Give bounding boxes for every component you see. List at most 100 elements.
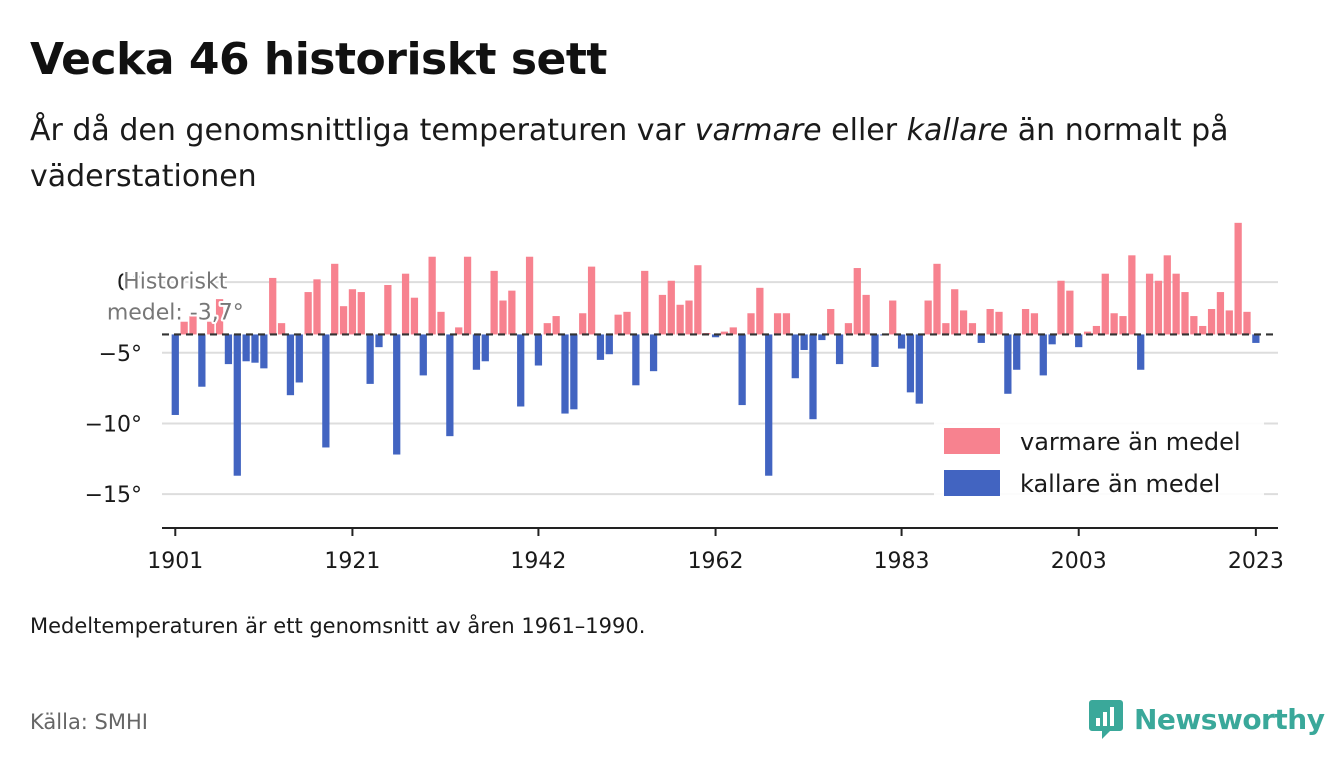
bar-warm <box>269 277 277 335</box>
bar-warm <box>889 300 897 335</box>
axes: 0° −5° −10° −15° 1901 1921 1942 1962 1983 2003 202… <box>85 271 1284 574</box>
bar-warm <box>357 292 365 335</box>
legend-swatch <box>944 470 1000 496</box>
bar-warm <box>277 323 286 335</box>
bar-warm <box>384 284 392 335</box>
bar-warm <box>1030 313 1039 335</box>
bar-warm <box>667 280 675 335</box>
bar-warm <box>844 323 853 335</box>
bar-warm <box>1181 292 1189 335</box>
bar-warm <box>1021 309 1030 335</box>
bar-warm <box>1110 313 1118 335</box>
mean-annotation-line-1: Historiskt <box>123 269 228 294</box>
page-title: Vecka 46 historiskt sett <box>30 34 607 85</box>
bar-warm <box>623 311 631 335</box>
x-tick-label: 1901 <box>147 549 203 574</box>
bar-warm <box>1207 309 1216 335</box>
x-tick-label: 1983 <box>874 549 930 574</box>
bar-warm <box>463 256 472 335</box>
bar-warm <box>313 279 321 335</box>
bar-cold <box>809 334 817 420</box>
subtitle-text-2: eller <box>821 113 907 148</box>
bar-warm <box>720 331 729 335</box>
bar-cold <box>561 334 569 414</box>
bar-cold <box>419 334 427 376</box>
bar-cold <box>649 334 658 372</box>
bar-cold <box>171 334 179 415</box>
bar-warm <box>694 265 702 335</box>
newsworthy-logo-icon <box>1089 700 1123 739</box>
bar-warm <box>1225 310 1233 335</box>
bar-warm <box>1190 316 1198 335</box>
y-tick-label: −5° <box>99 342 142 367</box>
legend-label: kallare än medel <box>1020 470 1220 498</box>
bar-warm <box>348 289 357 335</box>
bar-cold <box>286 334 295 396</box>
bar-warm <box>959 310 968 335</box>
bar-cold <box>906 334 915 393</box>
bar-warm <box>543 323 551 335</box>
bar-warm <box>924 300 932 335</box>
bar-warm <box>951 289 959 335</box>
bar-warm <box>658 294 667 335</box>
bar-warm <box>508 290 516 335</box>
bar-warm <box>1092 325 1101 335</box>
bar-warm <box>995 311 1003 335</box>
bar-cold <box>835 334 844 365</box>
y-tick-label: 0° <box>117 271 142 296</box>
bar-cold <box>393 334 401 455</box>
bar-warm <box>853 268 861 335</box>
bar-warm <box>685 300 693 335</box>
bar-cold <box>260 334 268 369</box>
bar-warm <box>933 263 941 335</box>
bar-cold <box>1004 334 1012 394</box>
bar-cold <box>1137 334 1145 370</box>
bar-warm <box>1057 280 1065 335</box>
bar-cold <box>765 334 773 476</box>
bar-warm <box>968 323 977 335</box>
bar-warm <box>304 292 312 335</box>
y-tick-label: −10° <box>85 412 142 437</box>
bar-cold <box>605 334 613 355</box>
source-text: Källa: SMHI <box>30 710 148 734</box>
bar-warm <box>428 256 436 335</box>
bar-warm <box>1154 280 1163 335</box>
bar-warm <box>215 299 224 335</box>
bar-cold <box>1252 334 1260 343</box>
bar-cold <box>224 334 233 365</box>
bar-cold <box>534 334 543 366</box>
bar-warm <box>756 287 764 335</box>
bar-warm <box>552 316 560 335</box>
bar-warm <box>614 314 622 335</box>
bar-cold <box>322 334 330 448</box>
subtitle-emphasis-warmer: varmare <box>694 113 822 148</box>
bar-warm <box>747 313 755 335</box>
x-tick-label: 1942 <box>510 549 566 574</box>
bar-cold <box>375 334 383 348</box>
bar-cold <box>871 334 879 367</box>
bar-cold <box>233 334 241 476</box>
legend-label: varmare än medel <box>1020 428 1241 456</box>
brand-logo[interactable]: Newsworthy <box>1088 697 1325 741</box>
bar-cold <box>915 334 923 404</box>
bar-cold <box>295 334 303 383</box>
legend-swatch <box>944 428 1000 454</box>
bar-cold <box>251 334 259 363</box>
bar-warm <box>499 300 507 335</box>
bar-cold <box>596 334 605 360</box>
bar-cold <box>791 334 799 379</box>
bar-warm <box>1066 290 1074 335</box>
x-tick-label: 2023 <box>1228 549 1284 574</box>
bar-warm <box>1163 255 1171 335</box>
bar-chart: 0° −5° −10° −15° 1901 1921 1942 1962 1983 2003 202… <box>85 222 1284 574</box>
bar-warm <box>676 304 684 335</box>
bar-warm <box>207 321 215 335</box>
x-tick-label: 1921 <box>324 549 380 574</box>
bar-cold <box>800 334 808 350</box>
bar-warm <box>986 309 994 335</box>
bar-cold <box>1048 334 1056 345</box>
bar-warm <box>1216 292 1225 335</box>
bar-warm <box>942 323 950 335</box>
bar-warm <box>455 327 463 335</box>
bar-warm <box>331 263 339 335</box>
